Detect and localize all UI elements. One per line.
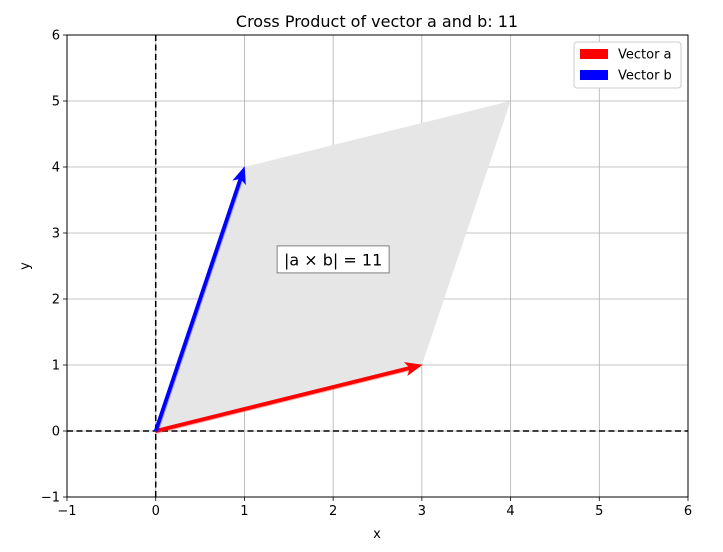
legend-swatch-a [580,49,608,59]
y-tick-label: 5 [52,95,60,110]
x-axis-label: x [373,527,381,542]
chart-title: Cross Product of vector a and b: 11 [236,12,518,31]
legend-items: Vector a Vector b [580,48,672,84]
reference-lines [67,35,688,497]
vectors [153,166,423,434]
cross-product-annotation: |a × b| = 11 [276,245,390,274]
vector-arrow-a [154,362,423,433]
y-tick-label: 1 [52,359,60,374]
annotation-text: |a × b| = 11 [284,250,382,269]
vector-arrow-edge [157,179,244,432]
x-tick-label: 4 [506,504,514,519]
x-axis-ticks: −1 0 1 2 3 4 5 6 [57,497,692,519]
y-tick-label: 6 [52,29,60,44]
legend: Vector a Vector b [573,41,682,89]
x-tick-label: 3 [418,504,426,519]
x-tick-label: 0 [152,504,160,519]
vector-arrow-edge [156,369,410,434]
y-tick-label: 3 [52,227,60,242]
x-tick-label: 2 [329,504,337,519]
y-axis-label: y [18,262,33,270]
legend-label-b: Vector b [618,69,672,84]
y-axis-ticks: −1 0 1 2 3 4 5 6 [41,29,67,506]
y-tick-label: 2 [52,293,60,308]
legend-label-a: Vector a [618,48,672,63]
y-tick-label: 0 [52,425,60,440]
x-tick-label: 5 [595,504,603,519]
legend-swatch-b [580,70,608,80]
x-tick-label: −1 [57,504,76,519]
vector-arrow-b [153,166,246,432]
y-tick-label: −1 [41,491,60,506]
x-tick-label: 1 [240,504,248,519]
plot-frame [66,34,689,498]
y-tick-label: 4 [52,161,60,176]
x-tick-label: 6 [684,504,692,519]
annotation-box [276,245,390,274]
